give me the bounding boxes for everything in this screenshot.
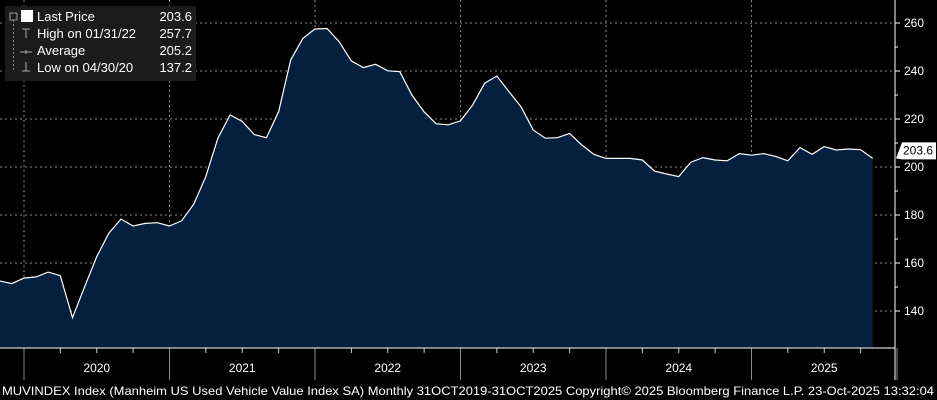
area-fill — [0, 28, 873, 348]
legend-value-low: 137.2 — [159, 60, 192, 75]
legend-box — [5, 6, 196, 81]
x-tick-label: 2020 — [83, 361, 110, 375]
y-tick-label: 160 — [904, 256, 924, 270]
y-tick-label: 140 — [904, 304, 924, 318]
x-tick-label: 2022 — [374, 361, 401, 375]
average-marker-icon — [20, 50, 32, 54]
x-tick-label: 2025 — [811, 361, 838, 375]
x-tick-label: 2021 — [229, 361, 256, 375]
y-tick-label: 260 — [904, 16, 924, 30]
high-marker-icon — [22, 28, 30, 38]
last-price-tag-text: 203.6 — [903, 143, 933, 157]
y-tick-label: 180 — [904, 208, 924, 222]
low-marker-icon — [22, 62, 30, 72]
legend-value-average: 205.2 — [159, 43, 192, 58]
legend-value-last-price: 203.6 — [159, 9, 192, 24]
legend[interactable]: Last Price 203.6 High on 01/31/22 257.7 … — [5, 6, 196, 81]
legend-label-low: Low on 04/30/20 — [37, 60, 133, 75]
last-price-tag-shape — [896, 142, 936, 160]
y-tick-label: 220 — [904, 112, 924, 126]
filled-square-icon — [21, 10, 33, 22]
x-tick-label: 2024 — [665, 361, 692, 375]
legend-label-high: High on 01/31/22 — [37, 26, 136, 41]
legend-label-average: Average — [37, 43, 85, 58]
last-price-tag: 203.6 — [896, 142, 936, 160]
x-tick-label: 2023 — [520, 361, 547, 375]
y-tick-label: 240 — [904, 64, 924, 78]
legend-value-high: 257.7 — [159, 26, 192, 41]
legend-label-last-price: Last Price — [37, 9, 95, 24]
price-line — [0, 27, 874, 320]
footer-text: MUVINDEX Index (Manheim US Used Vehicle … — [2, 384, 934, 398]
y-tick-label: 200 — [904, 160, 924, 174]
axes: 140 160 180 200 220 240 260 2020 2021 2022 2023 202… — [0, 0, 924, 380]
